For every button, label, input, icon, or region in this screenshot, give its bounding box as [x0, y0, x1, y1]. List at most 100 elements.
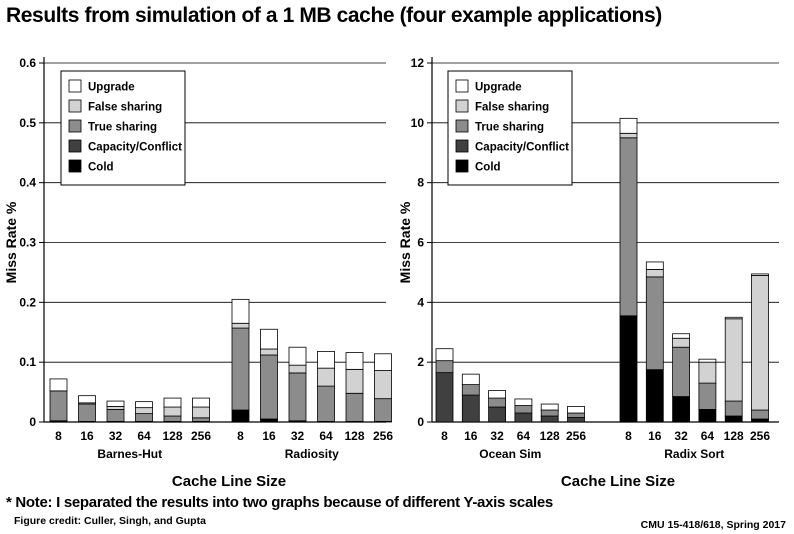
y-tick-label: 0.5 — [19, 116, 36, 130]
bar-segment-cold — [260, 418, 278, 423]
bar-segment-false-sharing — [698, 361, 717, 384]
figure-credit: Figure credit: Culler, Singh, and Gupta — [14, 515, 206, 527]
x-tick-label: 16 — [80, 429, 94, 443]
group-label: Barnes-Hut — [97, 447, 162, 461]
bar-segment-false-sharing — [317, 367, 335, 387]
x-tick-label: 16 — [262, 429, 276, 443]
bar-segment-capacity-conflict — [488, 406, 506, 423]
bar-segment-upgrade — [488, 390, 506, 399]
bar-segment-false-sharing — [345, 368, 364, 394]
x-tick-label: 64 — [137, 429, 151, 443]
bar-segment-false-sharing — [751, 275, 769, 411]
x-tick-label: 16 — [464, 429, 478, 443]
bar-segment-true-sharing — [49, 390, 68, 422]
x-tick-label: 8 — [55, 429, 62, 443]
x-tick-label: 8 — [625, 429, 632, 443]
bar-segment-capacity-conflict — [435, 372, 454, 423]
chart-left: 0 0.1 0.2 0.3 0.4 0.5 0.6 Miss Rate % 8 16 32 64 128… — [3, 56, 393, 490]
y-axis-label: Miss Rate % — [3, 201, 19, 283]
bar-segment-upgrade — [619, 117, 638, 134]
legend-swatch — [455, 119, 469, 133]
bar-segment-upgrade — [435, 348, 454, 362]
x-tick-label: 32 — [291, 429, 305, 443]
x-tick-label: 256 — [191, 429, 211, 443]
group-label: Radix Sort — [664, 447, 724, 461]
x-tick-label: 128 — [724, 429, 744, 443]
x-tick-label: 128 — [540, 429, 560, 443]
bar-segment-upgrade — [567, 406, 585, 414]
y-tick-label: 12 — [411, 56, 425, 70]
x-tick-label: 64 — [701, 429, 715, 443]
legend — [60, 70, 186, 186]
legend-label: Capacity/Conflict — [475, 142, 569, 154]
bar-segment-upgrade — [540, 403, 559, 411]
bar-segment-true-sharing — [374, 398, 392, 422]
bar-segment-upgrade — [345, 352, 364, 370]
bar-segment-upgrade — [106, 400, 125, 407]
x-tick-label: 256 — [566, 429, 586, 443]
x-tick-label: 8 — [441, 429, 448, 443]
bar-segment-cold — [698, 409, 717, 423]
bar-segment-upgrade — [260, 328, 278, 350]
bar-segment-true-sharing — [260, 354, 278, 420]
bar-segment-upgrade — [163, 397, 182, 408]
bar-segment-false-sharing — [374, 370, 392, 400]
bar-segment-true-sharing — [231, 327, 250, 411]
bar-segment-capacity-conflict — [461, 394, 480, 423]
bar-segment-true-sharing — [288, 372, 307, 422]
y-tick-label: 0.1 — [19, 355, 36, 369]
legend-label: Cold — [88, 162, 114, 174]
bar-segment-true-sharing — [192, 417, 210, 422]
bar-segment-upgrade — [698, 358, 717, 363]
x-tick-label: 32 — [109, 429, 123, 443]
bar-segment-true-sharing — [514, 405, 533, 414]
bar-segment-false-sharing — [288, 364, 307, 374]
x-tick-label: 64 — [517, 429, 531, 443]
bar-segment-upgrade — [317, 350, 335, 369]
chart-right: 0 2 4 6 8 10 12 Miss Rate % 8 16 32 64 128 256 Ocean S… — [397, 56, 779, 490]
bar-segment-upgrade — [645, 261, 664, 270]
bar-segment-true-sharing — [645, 276, 664, 371]
y-axis-label: Miss Rate % — [397, 201, 413, 283]
page-title: Results from simulation of a 1 MB cache … — [6, 4, 662, 27]
bar-segment-upgrade — [514, 398, 533, 406]
y-tick-label: 6 — [417, 236, 424, 250]
legend-swatch — [455, 99, 469, 113]
x-axis-label: Cache Line Size — [561, 473, 675, 490]
y-tick-label: 8 — [417, 176, 424, 190]
bar-segment-false-sharing — [106, 406, 125, 410]
legend-swatch — [455, 139, 469, 153]
bar-segment-cold — [645, 369, 664, 423]
legend-label: Cold — [475, 162, 501, 174]
y-tick-label: 10 — [411, 116, 425, 130]
bar-segment-true-sharing — [106, 409, 125, 422]
legend-label: Upgrade — [475, 82, 522, 94]
legend-label: Upgrade — [88, 82, 135, 94]
legend-swatch — [68, 159, 82, 173]
x-tick-label: 32 — [674, 429, 688, 443]
x-tick-label: 32 — [490, 429, 504, 443]
legend-label: Capacity/Conflict — [88, 142, 182, 154]
y-tick-label: 0.3 — [19, 236, 36, 250]
bar-segment-cold — [619, 315, 638, 423]
bar-segment-upgrade — [461, 373, 480, 386]
legend-swatch — [68, 99, 82, 113]
bar-segment-capacity-conflict — [540, 415, 559, 423]
group-label: Ocean Sim — [479, 447, 541, 461]
bar-segment-upgrade — [231, 298, 250, 324]
group-label: Radiosity — [285, 447, 339, 461]
bar-segment-true-sharing — [488, 397, 506, 408]
x-tick-label: 16 — [648, 429, 662, 443]
legend-swatch — [68, 139, 82, 153]
bar-segment-upgrade — [672, 333, 691, 339]
bar-segment-true-sharing — [317, 385, 335, 422]
y-tick-label: 2 — [417, 355, 424, 369]
bar-segment-cold — [231, 409, 250, 423]
course-label: CMU 15-418/618, Spring 2017 — [640, 519, 786, 531]
bar-segment-false-sharing — [645, 269, 664, 278]
y-tick-label: 4 — [417, 295, 424, 309]
bar-segment-true-sharing — [672, 346, 691, 397]
bar-segment-false-sharing — [163, 406, 182, 417]
bar-segment-capacity-conflict — [514, 412, 533, 423]
bar-segment-false-sharing — [231, 322, 250, 329]
